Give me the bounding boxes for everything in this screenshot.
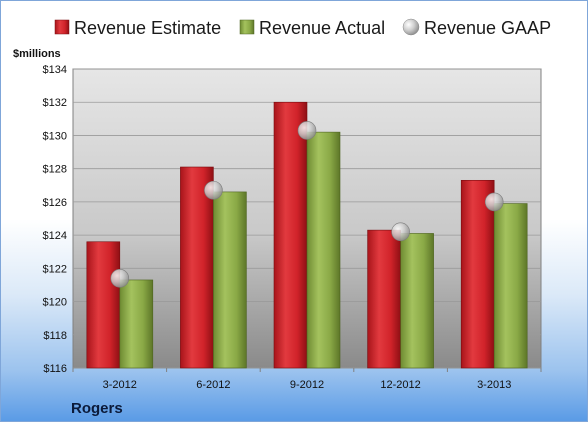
- legend: Revenue Estimate Revenue Actual Revenue …: [54, 18, 551, 38]
- y-tick-label: $116: [43, 363, 67, 375]
- y-tick-label: $118: [43, 330, 67, 342]
- y-tick-label: $128: [43, 164, 67, 176]
- bar-revenue-estimate: [367, 229, 401, 369]
- bar-revenue-estimate: [86, 241, 121, 369]
- x-tick-label: 9-2012: [290, 379, 324, 391]
- legend-swatch-actual: [239, 19, 255, 35]
- y-tick-label: $130: [43, 130, 67, 142]
- x-tick-label: 12-2012: [380, 379, 420, 391]
- y-tick-label: $122: [43, 263, 67, 275]
- y-axis: $116 $118 $120 $122 $124 $126 $128 $130 $132 $134: [43, 64, 67, 375]
- legend-label-actual: Revenue Actual: [259, 18, 385, 38]
- legend-swatch-estimate: [54, 19, 70, 35]
- legend-label-gaap: Revenue GAAP: [424, 18, 551, 38]
- bar-revenue-actual: [400, 233, 434, 369]
- gaap-marker: [297, 121, 317, 140]
- y-tick-label: $134: [43, 64, 67, 76]
- gaap-marker: [391, 222, 410, 242]
- gaap-marker: [204, 180, 223, 200]
- company-name: Rogers: [71, 400, 123, 417]
- bar-revenue-estimate: [180, 166, 214, 369]
- y-axis-unit-label: $millions: [13, 48, 61, 60]
- bar-revenue-actual: [119, 279, 154, 369]
- gaap-marker: [110, 268, 130, 288]
- x-tick-label: 6-2012: [196, 379, 230, 391]
- bar-revenue-estimate: [273, 101, 308, 369]
- x-tick-label: 3-2012: [103, 379, 137, 391]
- y-tick-label: $126: [43, 197, 67, 209]
- gaap-markers: [110, 121, 504, 288]
- y-tick-label: $132: [43, 97, 67, 109]
- bar-revenue-actual: [493, 203, 528, 369]
- y-tick-label: $120: [43, 297, 67, 309]
- legend-label-estimate: Revenue Estimate: [74, 18, 221, 38]
- bar-revenue-actual: [213, 191, 247, 369]
- bar-revenue-actual: [306, 131, 341, 369]
- gaap-marker: [484, 192, 504, 212]
- x-axis: 3-2012 6-2012 9-2012 12-2012 3-2013: [72, 368, 542, 391]
- x-tick-label: 3-2013: [477, 379, 511, 391]
- y-tick-label: $124: [43, 230, 67, 242]
- bar-revenue-estimate: [460, 179, 495, 369]
- legend-marker-gaap: [402, 18, 420, 36]
- bars: [86, 101, 528, 369]
